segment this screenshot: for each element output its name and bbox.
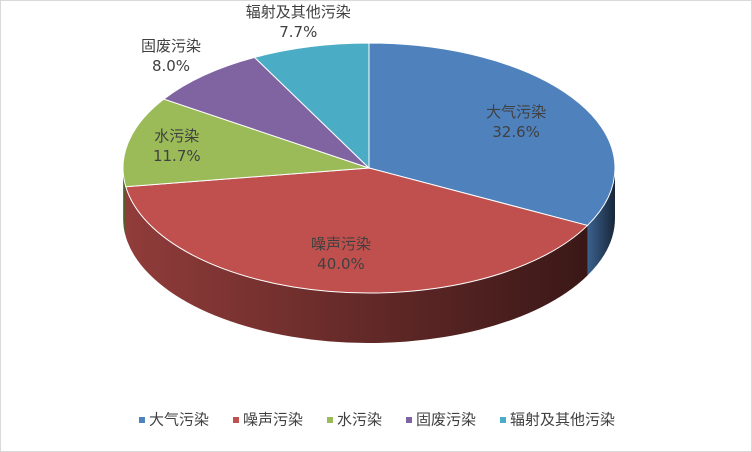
legend-marker <box>138 417 145 423</box>
legend-marker <box>406 417 413 423</box>
slice-label: 固废污染 <box>141 37 201 55</box>
pie-slice <box>162 56 370 169</box>
legend-label: 固废污染 <box>416 411 476 429</box>
slice-label: 辐射及其他污染 <box>246 3 351 21</box>
slice-value: 8.0% <box>152 57 190 75</box>
pie-wall <box>587 168 615 276</box>
slice-value: 32.6% <box>492 123 540 141</box>
pie-wall <box>125 186 588 343</box>
legend-label: 大气污染 <box>149 411 209 429</box>
pie-slice <box>368 42 616 227</box>
legend-label: 噪声污染 <box>243 411 303 429</box>
pie-slice <box>253 42 370 170</box>
slice-value: 7.7% <box>279 23 317 41</box>
legend-label: 水污染 <box>337 411 382 429</box>
pie-slice <box>122 98 370 188</box>
slice-label: 噪声污染 <box>311 235 371 253</box>
slice-value: 11.7% <box>153 147 201 165</box>
pie-slice <box>125 167 589 294</box>
slice-value: 40.0% <box>317 255 365 273</box>
legend-marker <box>500 417 507 423</box>
slice-label: 大气污染 <box>486 103 546 121</box>
slice-label: 水污染 <box>154 127 199 145</box>
legend-marker <box>326 417 333 423</box>
legend-label: 辐射及其他污染 <box>510 411 615 429</box>
legend-marker <box>232 417 239 423</box>
